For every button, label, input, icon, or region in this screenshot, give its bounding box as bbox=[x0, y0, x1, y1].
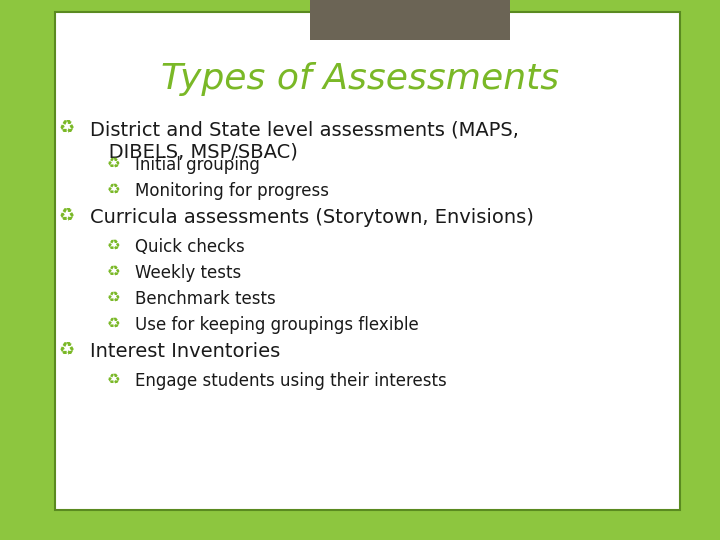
Text: ♻: ♻ bbox=[107, 156, 120, 171]
Text: ♻: ♻ bbox=[107, 372, 120, 387]
Text: ♻: ♻ bbox=[59, 120, 75, 138]
Text: ♻: ♻ bbox=[59, 208, 75, 226]
Text: Weekly tests: Weekly tests bbox=[135, 264, 241, 282]
FancyBboxPatch shape bbox=[55, 12, 680, 510]
Text: ♻: ♻ bbox=[59, 342, 75, 360]
Text: Quick checks: Quick checks bbox=[135, 238, 245, 256]
Text: Types of Assessments: Types of Assessments bbox=[161, 62, 559, 96]
Text: Benchmark tests: Benchmark tests bbox=[135, 290, 276, 308]
Text: Engage students using their interests: Engage students using their interests bbox=[135, 372, 446, 390]
Text: ♻: ♻ bbox=[107, 238, 120, 253]
Bar bbox=[310, 0, 510, 40]
Text: Monitoring for progress: Monitoring for progress bbox=[135, 182, 329, 200]
Text: Use for keeping groupings flexible: Use for keeping groupings flexible bbox=[135, 316, 419, 334]
Text: Interest Inventories: Interest Inventories bbox=[90, 342, 280, 361]
Text: ♻: ♻ bbox=[107, 316, 120, 331]
Text: ♻: ♻ bbox=[107, 264, 120, 279]
Text: ♻: ♻ bbox=[107, 182, 120, 197]
Text: Curricula assessments (Storytown, Envisions): Curricula assessments (Storytown, Envisi… bbox=[90, 208, 534, 227]
Text: ♻: ♻ bbox=[107, 290, 120, 305]
Text: Initial grouping: Initial grouping bbox=[135, 156, 260, 174]
Text: District and State level assessments (MAPS,
   DIBELS, MSP/SBAC): District and State level assessments (MA… bbox=[90, 120, 519, 162]
